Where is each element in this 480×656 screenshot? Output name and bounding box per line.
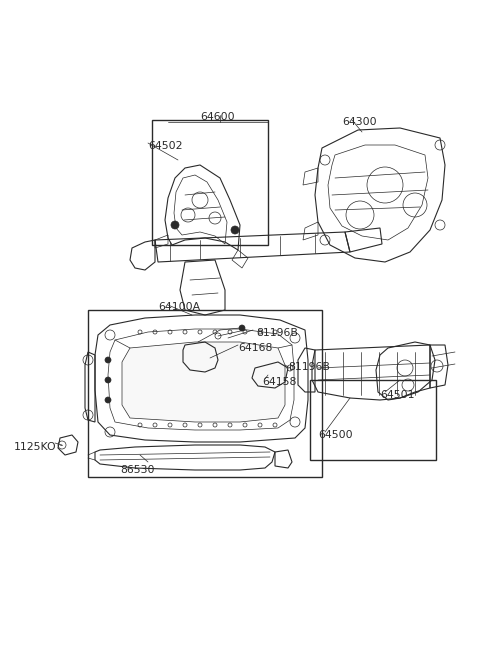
Text: 64100A: 64100A: [158, 302, 200, 312]
Circle shape: [239, 325, 245, 331]
Bar: [88, 310, 322, 477]
Text: 64168: 64168: [238, 343, 272, 353]
Text: 81196B: 81196B: [256, 328, 298, 338]
Circle shape: [171, 221, 179, 229]
Circle shape: [231, 226, 239, 234]
Text: 1125KO: 1125KO: [14, 442, 57, 452]
Text: 64500: 64500: [318, 430, 353, 440]
Circle shape: [105, 357, 111, 363]
Text: 64300: 64300: [342, 117, 377, 127]
Text: 64502: 64502: [148, 141, 182, 151]
Polygon shape: [122, 342, 285, 422]
Text: 64158: 64158: [262, 377, 296, 387]
Text: 64600: 64600: [201, 112, 235, 122]
Bar: [310, 380, 436, 460]
Text: 86530: 86530: [120, 465, 155, 475]
Text: 64501: 64501: [380, 390, 415, 400]
Text: 81196B: 81196B: [288, 362, 330, 372]
Bar: [152, 120, 268, 245]
Circle shape: [105, 377, 111, 383]
Circle shape: [105, 397, 111, 403]
